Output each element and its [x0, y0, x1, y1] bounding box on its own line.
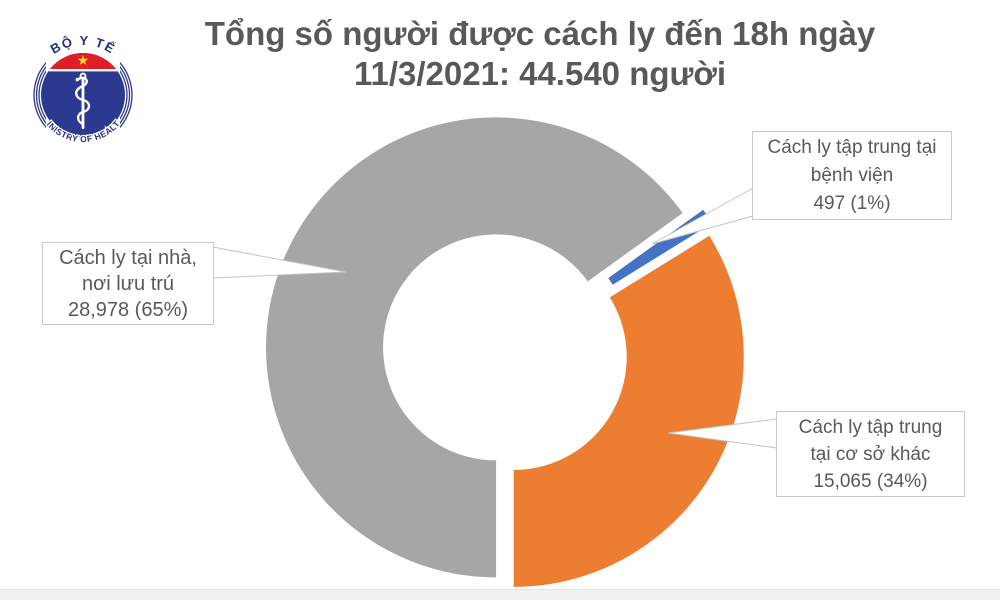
- bottom-edge-strip: [0, 589, 1000, 600]
- callout-hospital-line2: bệnh viện: [810, 164, 894, 186]
- callout-home-value: 28,978 (65%): [67, 298, 189, 321]
- chart-title: Tổng số người được cách ly đến 18h ngày …: [130, 14, 950, 94]
- donut-slices: [266, 117, 744, 587]
- callout-pointers: [212, 187, 778, 449]
- pie-slice-home-residence: [266, 117, 683, 578]
- chart-title-line1: Tổng số người được cách ly đến 18h ngày: [204, 15, 876, 52]
- logo-red-band: [41, 53, 125, 69]
- logo-top-text: BỘ Y TẾ: [48, 33, 119, 57]
- chart-title-line2: 11/3/2021: 44.540 người: [353, 55, 727, 92]
- ministry-of-health-logo: BỘ Y TẾ MINISTRY OF HEALTH: [33, 10, 133, 145]
- callout-label-hospital-quarantine: Cách ly tập trung tại bệnh viện 497 (1%): [752, 131, 952, 220]
- caduceus-icon: [75, 72, 91, 129]
- callout-label-other-facilities: Cách ly tập trung tại cơ sở khác 15,065 …: [776, 411, 965, 497]
- pie-slice-other-facilities: [513, 235, 744, 587]
- callout-label-home-quarantine: Cách ly tại nhà, nơi lưu trú 28,978 (65%…: [42, 242, 214, 325]
- callout-home-line2: nơi lưu trú: [81, 272, 175, 295]
- callout-hospital-value: 497 (1%): [813, 192, 891, 214]
- callout-hospital-line1: Cách ly tập trung tại: [767, 136, 937, 158]
- logo-side-rays: [33, 61, 133, 129]
- logo-band-divider: [41, 69, 125, 72]
- callout-other-line2: tại cơ sở khác: [810, 443, 931, 465]
- callout-home-line1: Cách ly tại nhà,: [59, 246, 197, 269]
- logo-star-icon: [77, 55, 89, 65]
- callout-other-line1: Cách ly tập trung: [798, 416, 943, 438]
- callout-other-value: 15,065 (34%): [813, 470, 928, 492]
